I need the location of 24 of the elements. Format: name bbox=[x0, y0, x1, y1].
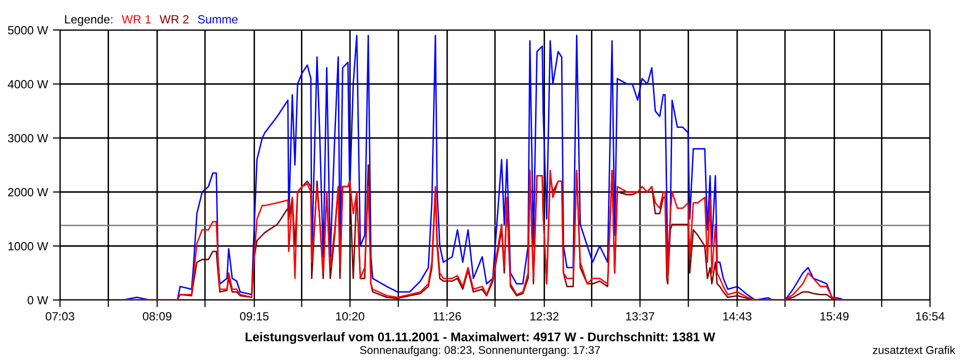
text: Sonnenaufgang: 08:23, Sonnenuntergang: 17:37 bbox=[360, 346, 600, 356]
text: zusatztext Grafik bbox=[872, 346, 956, 354]
y-tick-label: 0 W bbox=[28, 296, 48, 304]
x-tick-label: 15:49 bbox=[820, 312, 849, 320]
x-tick-label: 13:37 bbox=[626, 312, 654, 320]
x-tick-label: 08:09 bbox=[142, 312, 172, 320]
y-tick-label: 2000 W bbox=[8, 188, 48, 196]
x-tick-label: 09:15 bbox=[240, 312, 269, 320]
x-tick-label: 10:20 bbox=[336, 312, 364, 320]
line-series bbox=[122, 34, 844, 300]
text: Summe bbox=[198, 15, 238, 24]
y-tick-label: 1000 W bbox=[8, 242, 48, 250]
y-tick-label: 5000 W bbox=[8, 26, 48, 34]
text: Leistungsverlauf vom 01.11.2001 - Maximalwert: 4917 W - Durchschnitt: 1381 W bbox=[246, 332, 716, 344]
x-tick-label: 16:54 bbox=[916, 312, 944, 320]
x-tick-label: 14:43 bbox=[723, 312, 752, 320]
x-tick-label: 07:03 bbox=[46, 312, 74, 320]
y-tick-label: 3000 W bbox=[8, 134, 48, 142]
x-tick-label: 12:32 bbox=[530, 312, 558, 320]
y-tick-label: 4000 W bbox=[8, 80, 48, 88]
legend-title: Legende: bbox=[65, 14, 112, 26]
x-tick-label: 11:26 bbox=[434, 312, 461, 320]
text: WR 2 bbox=[160, 15, 189, 24]
text: WR 1 bbox=[122, 15, 151, 24]
